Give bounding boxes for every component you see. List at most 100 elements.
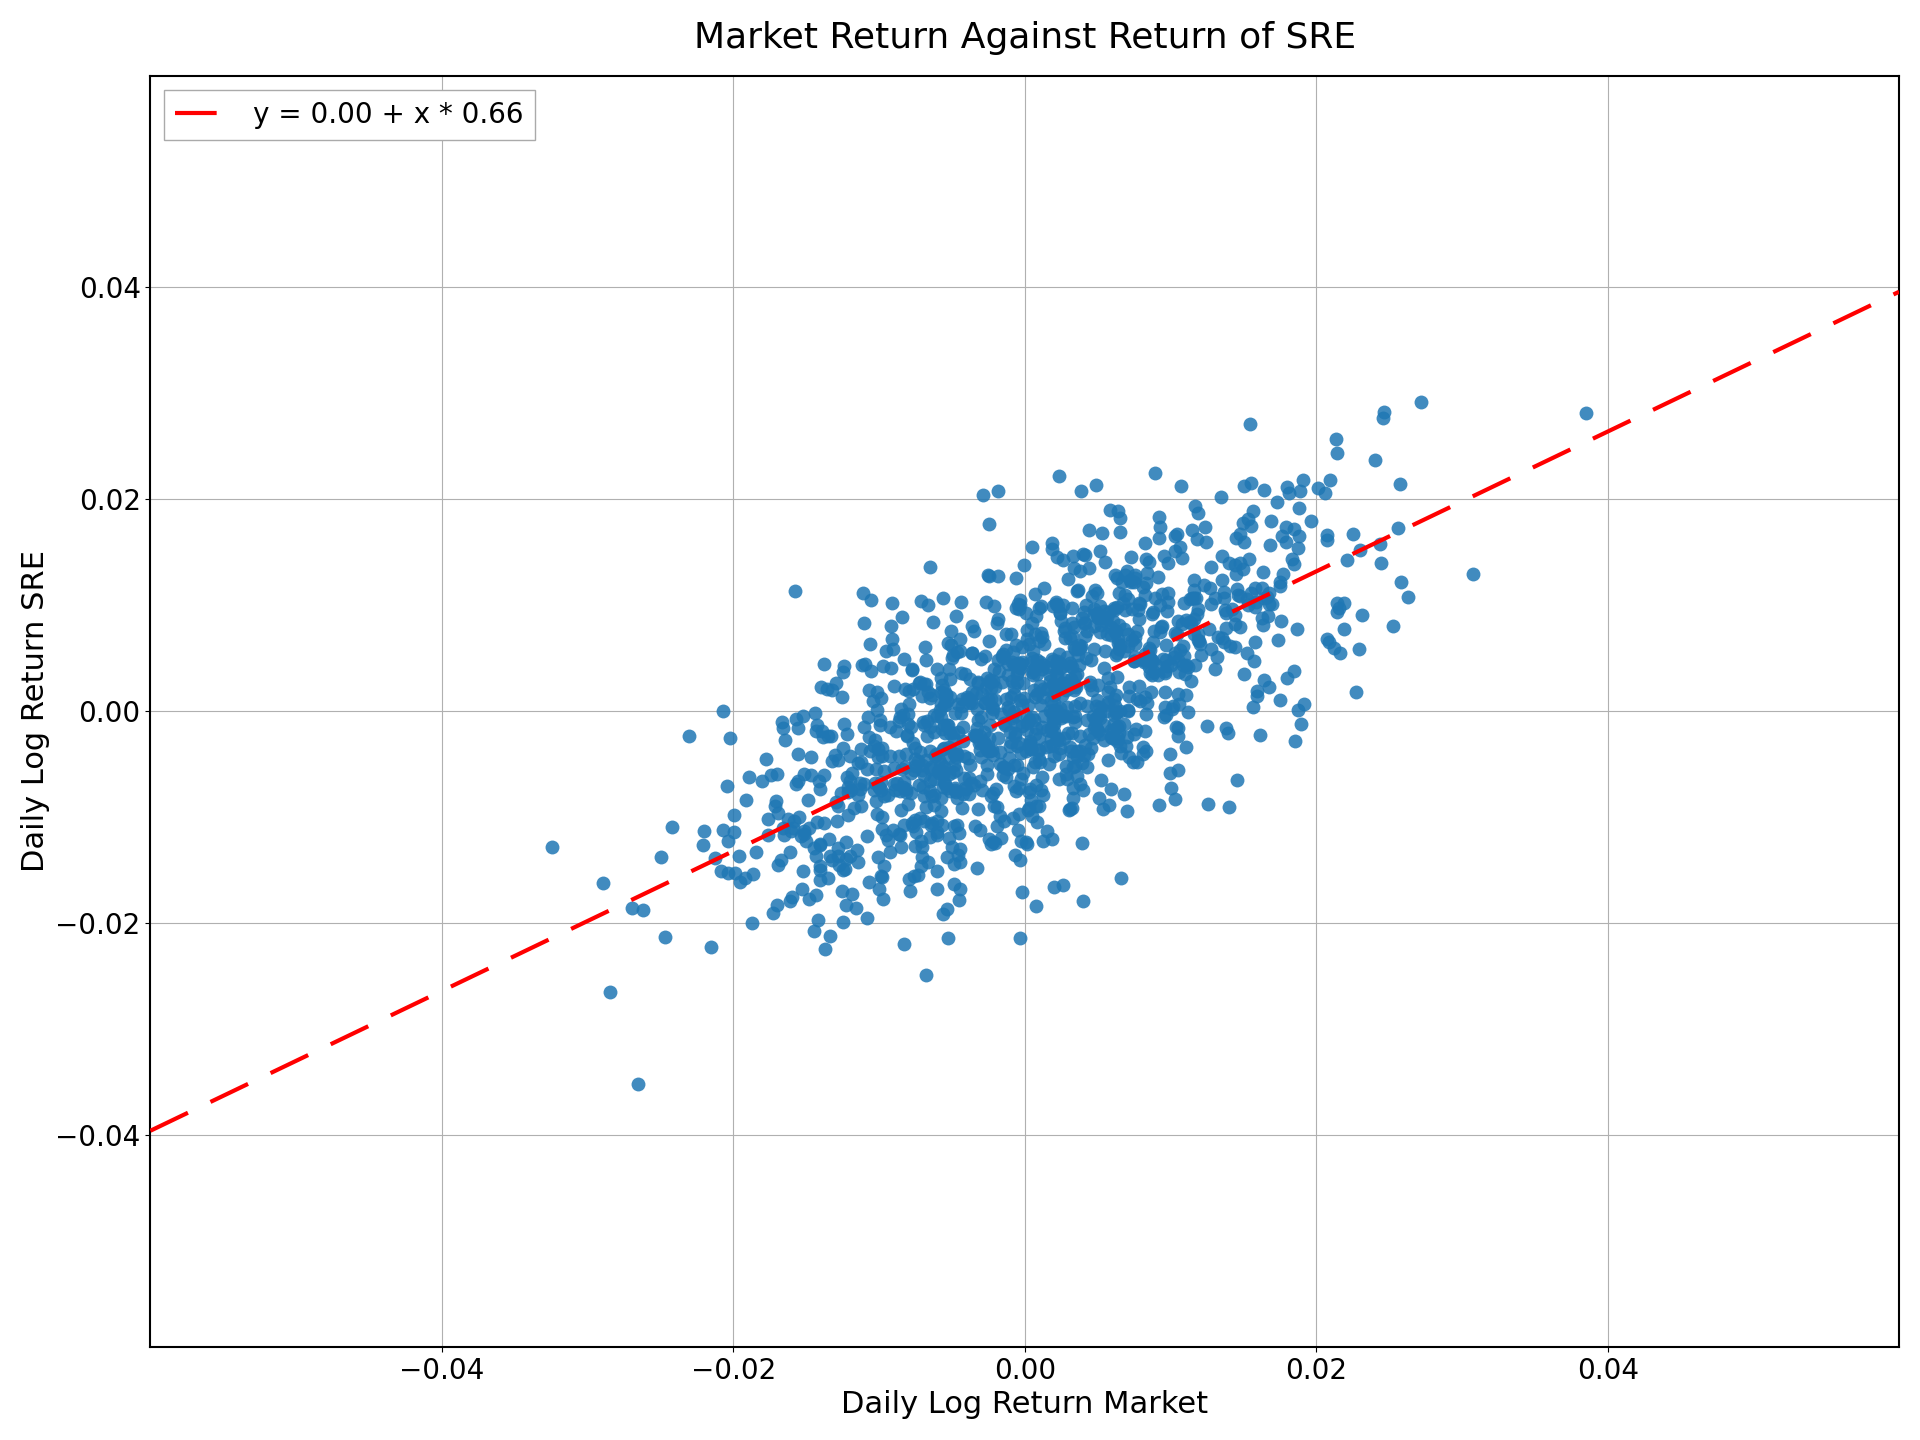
Point xyxy=(1098,719,1129,742)
Point xyxy=(803,909,833,932)
Point xyxy=(1069,612,1100,635)
Point xyxy=(1008,762,1039,785)
Point xyxy=(895,880,925,903)
Point xyxy=(1137,664,1167,687)
Point xyxy=(889,756,920,779)
Point xyxy=(979,688,1010,711)
Point xyxy=(993,652,1023,675)
Point xyxy=(897,815,927,838)
Point xyxy=(1116,546,1146,569)
Point xyxy=(1217,598,1248,621)
Point xyxy=(1129,642,1160,665)
Point xyxy=(1027,626,1058,649)
Point xyxy=(1119,570,1150,593)
Point xyxy=(973,734,1004,757)
Point xyxy=(1002,662,1033,685)
Point xyxy=(588,873,618,896)
Point xyxy=(1206,485,1236,508)
Point xyxy=(1102,716,1133,739)
Point xyxy=(1265,570,1296,593)
Point xyxy=(995,685,1025,708)
Point xyxy=(970,644,1000,667)
Point xyxy=(1041,680,1071,703)
Point xyxy=(1054,626,1085,649)
Point xyxy=(780,809,810,832)
Point xyxy=(939,779,970,802)
Point xyxy=(1321,600,1352,624)
Point xyxy=(1056,796,1087,819)
Point xyxy=(958,619,989,642)
Point xyxy=(964,724,995,747)
Point xyxy=(1002,660,1033,683)
Point xyxy=(849,612,879,635)
Point xyxy=(910,795,941,818)
Point xyxy=(1169,592,1200,615)
Point xyxy=(1181,603,1212,626)
Point xyxy=(1185,644,1215,667)
Point xyxy=(1104,520,1135,543)
Point xyxy=(916,684,947,707)
Point xyxy=(973,726,1004,749)
Point xyxy=(751,747,781,770)
Point xyxy=(1123,592,1154,615)
Point xyxy=(1000,844,1031,867)
Point xyxy=(1044,651,1075,674)
Point xyxy=(1023,795,1054,818)
Point xyxy=(1092,622,1123,645)
Point xyxy=(1079,714,1110,737)
Point xyxy=(914,779,945,802)
Point xyxy=(1213,795,1244,818)
Point xyxy=(726,870,756,893)
Point xyxy=(1050,616,1081,639)
Point xyxy=(1079,636,1110,660)
Point xyxy=(933,762,964,785)
Point xyxy=(943,720,973,743)
Point xyxy=(1108,713,1139,736)
Point xyxy=(835,779,866,802)
Point xyxy=(1014,708,1044,732)
Point xyxy=(1073,518,1104,541)
Point xyxy=(808,812,839,835)
Point xyxy=(1146,615,1177,638)
Point xyxy=(1052,645,1083,668)
Point xyxy=(1060,755,1091,778)
Point xyxy=(1183,622,1213,645)
Point xyxy=(952,687,983,710)
Point xyxy=(1056,611,1087,634)
Point xyxy=(945,590,975,613)
Point xyxy=(1020,750,1050,773)
Point xyxy=(1225,523,1256,546)
Point xyxy=(908,809,939,832)
Point xyxy=(864,775,895,798)
Point xyxy=(929,683,960,706)
Point xyxy=(1261,491,1292,514)
Point xyxy=(1142,662,1173,685)
Point xyxy=(831,893,862,916)
Point xyxy=(902,864,933,887)
Point xyxy=(1004,598,1035,621)
Point xyxy=(916,785,947,808)
Point xyxy=(943,742,973,765)
Point xyxy=(981,778,1012,801)
Point xyxy=(1039,674,1069,697)
Point xyxy=(1313,631,1344,654)
Point xyxy=(914,827,945,850)
Point xyxy=(950,778,981,801)
Point xyxy=(908,713,939,736)
Point xyxy=(1056,596,1087,619)
Point xyxy=(852,757,883,780)
Point xyxy=(833,776,864,799)
Point xyxy=(776,890,806,913)
Point xyxy=(657,815,687,838)
Point xyxy=(1311,528,1342,552)
Point xyxy=(893,792,924,815)
Point xyxy=(1181,586,1212,609)
Point xyxy=(995,734,1025,757)
Point xyxy=(1075,648,1106,671)
Point xyxy=(1079,704,1110,727)
Point xyxy=(1142,505,1173,528)
Point xyxy=(916,811,947,834)
Point xyxy=(914,740,945,763)
Point xyxy=(851,652,881,675)
Point xyxy=(937,760,968,783)
